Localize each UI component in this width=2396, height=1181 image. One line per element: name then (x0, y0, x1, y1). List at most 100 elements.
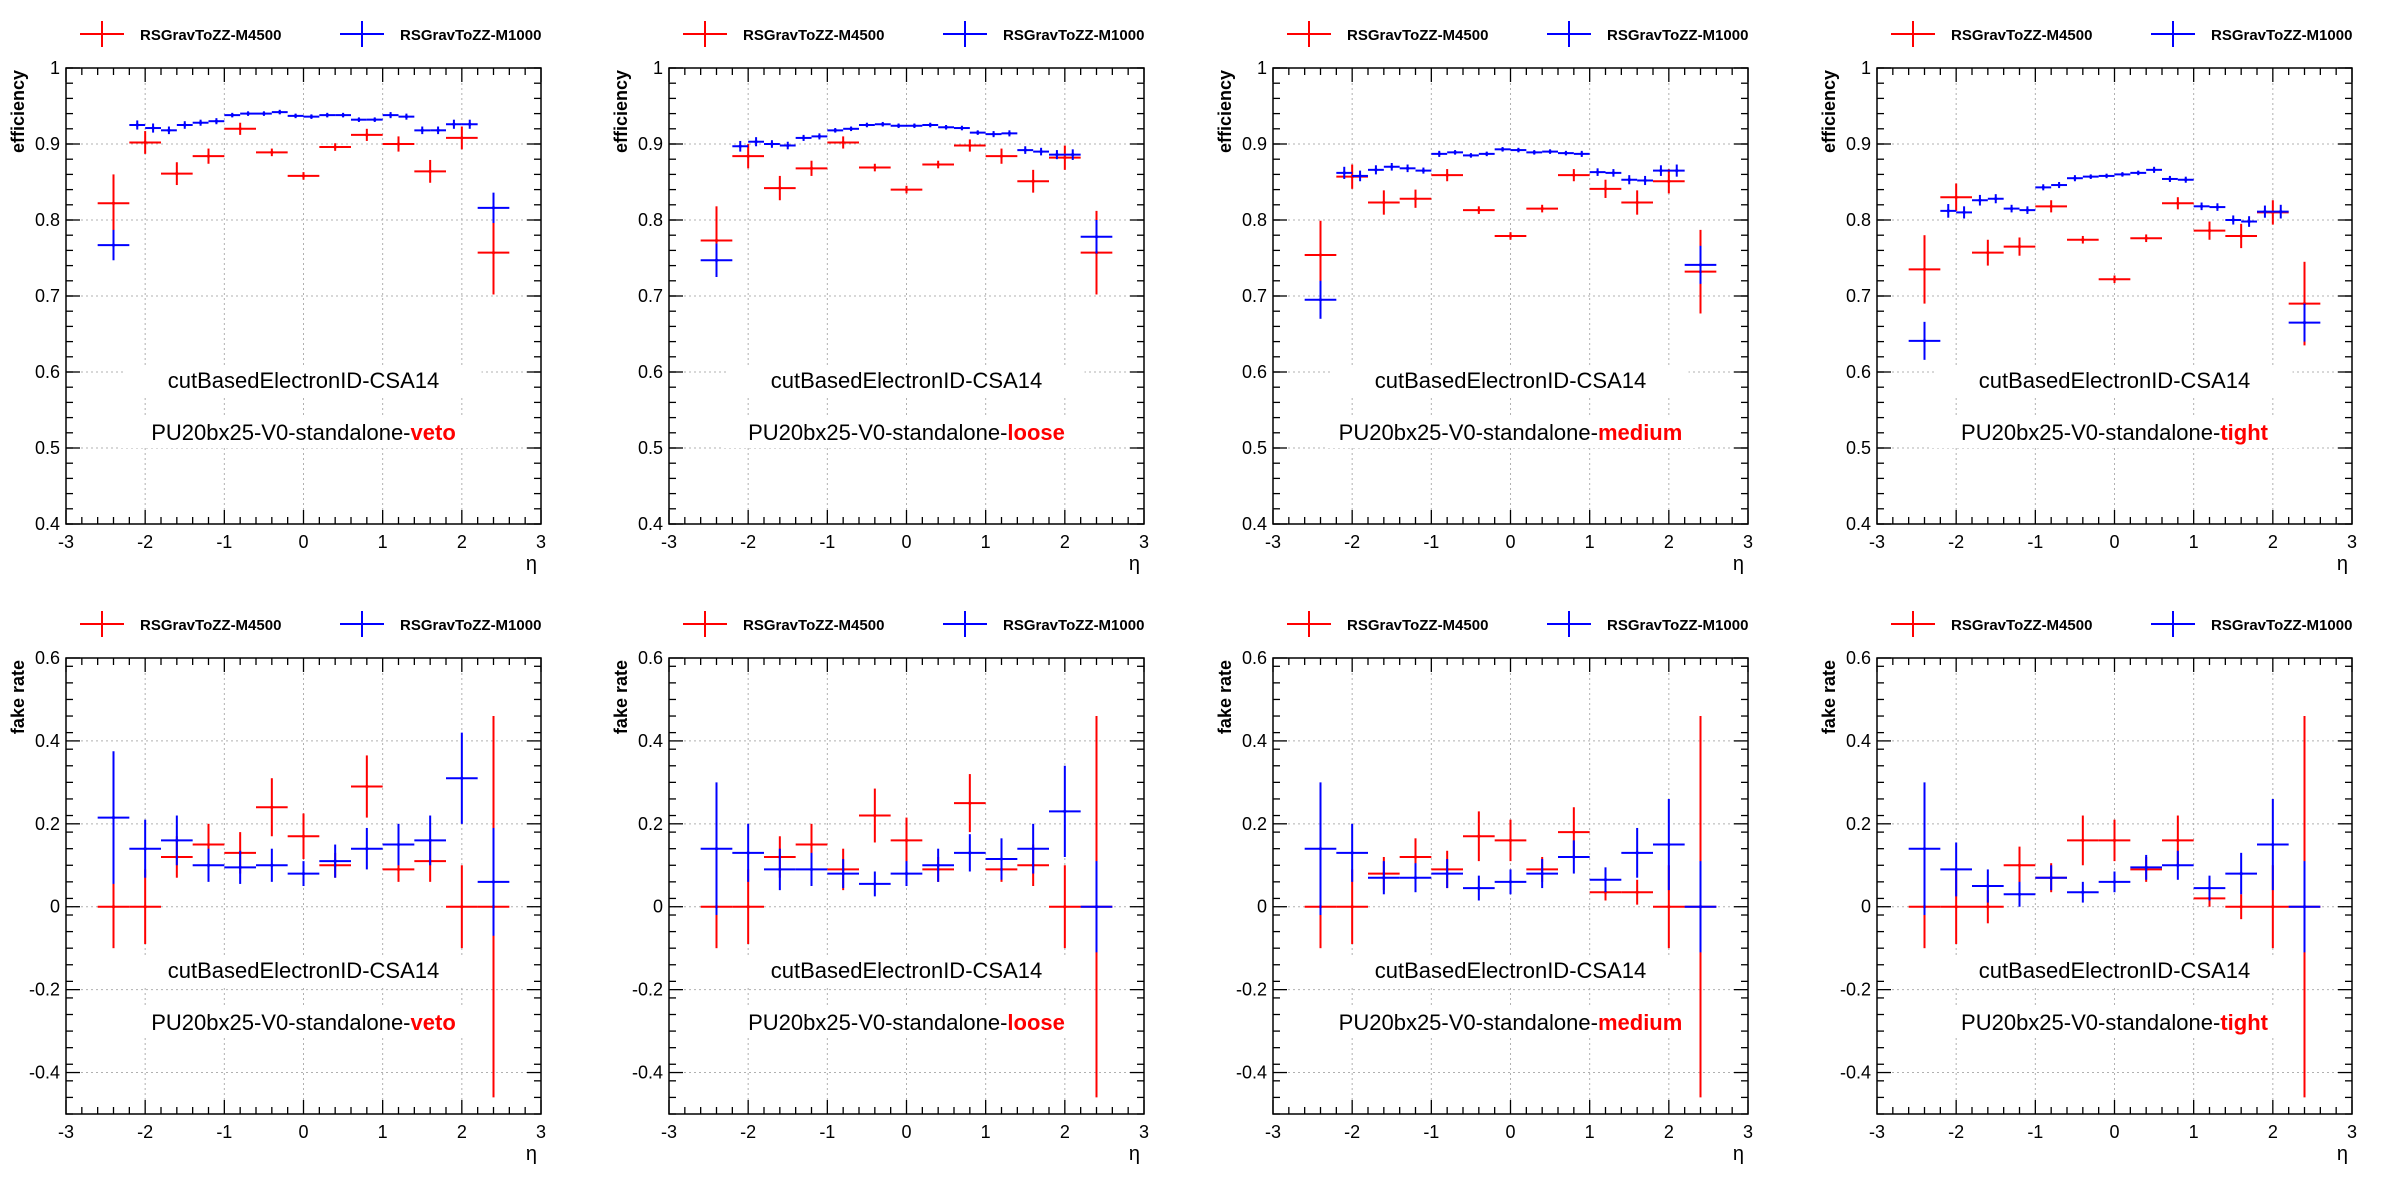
data-point (1978, 198, 1982, 202)
x-tick-label: -1 (1423, 1122, 1439, 1142)
x-tick-label: 3 (1743, 532, 1753, 552)
data-point (1413, 876, 1418, 880)
x-tick-label: 3 (1139, 1122, 1149, 1142)
x-tick-label: 1 (981, 532, 991, 552)
chart-svg: cutBasedElectronID-CSA14 PU20bx25-V0-stan… (8, 611, 546, 1165)
data-point (1063, 156, 1067, 160)
data-point (809, 166, 814, 170)
data-point (2017, 245, 2022, 249)
data-point (873, 165, 877, 170)
annotation-line1: cutBasedElectronID-CSA14 (1375, 368, 1646, 393)
data-point (198, 121, 203, 125)
y-tick-label: 0.6 (1846, 362, 1871, 382)
annotation-wp: tight (2220, 1010, 2268, 1035)
data-point (2176, 863, 2180, 867)
x-tick-label: 0 (1505, 1122, 1515, 1142)
data-point (1508, 880, 1513, 884)
x-tick-label: -2 (1344, 532, 1360, 552)
chart-svg: cutBasedElectronID-CSA14 PU20bx25-V0-stan… (1819, 21, 2357, 575)
data-point (1485, 152, 1489, 156)
y-tick-label: 0.4 (1242, 731, 1267, 751)
legend-marker (1547, 21, 1591, 47)
y-tick-label: 0.5 (1242, 438, 1267, 458)
x-tick-label: 1 (2189, 532, 2199, 552)
data-point (1318, 847, 1323, 851)
data-point (2104, 174, 2109, 178)
data-point (999, 857, 1004, 861)
y-axis-label: fake rate (611, 660, 631, 734)
x-tick-label: -2 (1948, 532, 1964, 552)
data-point (1922, 847, 1927, 851)
data-point (1358, 174, 1362, 178)
data-point (1580, 152, 1584, 156)
data-point (1603, 878, 1608, 882)
x-tick-label: -1 (216, 532, 232, 552)
y-tick-label: -0.4 (1840, 1063, 1871, 1083)
x-tick-label: 2 (2268, 1122, 2278, 1142)
y-tick-label: 0.2 (1242, 814, 1267, 834)
chart-panel: cutBasedElectronID-CSA14 PU20bx25-V0-stan… (1207, 0, 1806, 586)
annotation-bg (1929, 1008, 2300, 1038)
y-tick-label: 0.8 (1242, 210, 1267, 230)
data-point (1413, 855, 1418, 859)
annotation-bg (1929, 418, 2300, 448)
data-point (2089, 175, 2093, 179)
data-point (991, 132, 996, 136)
x-tick-label: -3 (58, 532, 74, 552)
data-point (333, 145, 337, 149)
data-point (881, 122, 885, 126)
y-tick-label: 0 (50, 897, 60, 917)
y-tick-label: 0.5 (35, 438, 60, 458)
series-1 (97, 732, 510, 936)
annotation-prefix: PU20bx25-V0-standalone- (151, 420, 410, 445)
data-point (2184, 178, 2188, 182)
data-point (333, 859, 337, 863)
y-axis-label: efficiency (1215, 70, 1235, 153)
y-tick-label: 0.7 (35, 286, 60, 306)
x-axis-label: η (2337, 553, 2348, 575)
y-tick-label: 0.8 (35, 210, 60, 230)
x-tick-label: -2 (137, 532, 153, 552)
y-tick-label: 0.9 (35, 134, 60, 154)
data-point (206, 154, 211, 158)
y-axis-label: efficiency (611, 70, 631, 153)
x-tick-label: 0 (901, 1122, 911, 1142)
data-point (2215, 205, 2220, 209)
y-tick-label: 0.4 (638, 731, 663, 751)
y-tick-label: 0 (653, 897, 663, 917)
data-point (262, 112, 266, 116)
data-point (2176, 201, 2180, 205)
y-tick-label: -0.2 (632, 980, 663, 1000)
data-point (1318, 253, 1323, 257)
data-point (491, 251, 496, 255)
annotation-line1: cutBasedElectronID-CSA14 (1375, 958, 1646, 983)
x-tick-label: 2 (1664, 532, 1674, 552)
y-ticks (1877, 665, 2352, 1115)
data-point (1667, 179, 1671, 183)
x-tick-label: -2 (1948, 1122, 1964, 1142)
data-point (2207, 886, 2212, 890)
data-point (1954, 867, 1958, 872)
x-tick-label: 3 (2347, 532, 2357, 552)
data-point (491, 880, 496, 884)
data-point (325, 113, 329, 117)
data-point (1063, 809, 1067, 813)
chart-panel: cutBasedElectronID-CSA14 PU20bx25-V0-stan… (0, 0, 599, 586)
chart-panel: cutBasedElectronID-CSA14 PU20bx25-V0-stan… (1811, 590, 2396, 1176)
y-tick-label: 0.2 (35, 814, 60, 834)
y-tick-label: 0.5 (638, 438, 663, 458)
data-point (341, 113, 345, 117)
data-point (1540, 207, 1544, 211)
x-tick-label: 3 (536, 532, 546, 552)
x-tick-label: 1 (1585, 532, 1595, 552)
data-point (873, 882, 877, 886)
data-point (833, 128, 837, 132)
x-tick-label: 1 (378, 532, 388, 552)
data-point (1986, 884, 1990, 888)
data-point (428, 838, 432, 842)
data-point (143, 905, 147, 909)
data-point (849, 127, 853, 131)
series-1 (1304, 147, 1717, 319)
data-point (1516, 148, 1521, 152)
x-tick-label: 0 (2109, 1122, 2119, 1142)
